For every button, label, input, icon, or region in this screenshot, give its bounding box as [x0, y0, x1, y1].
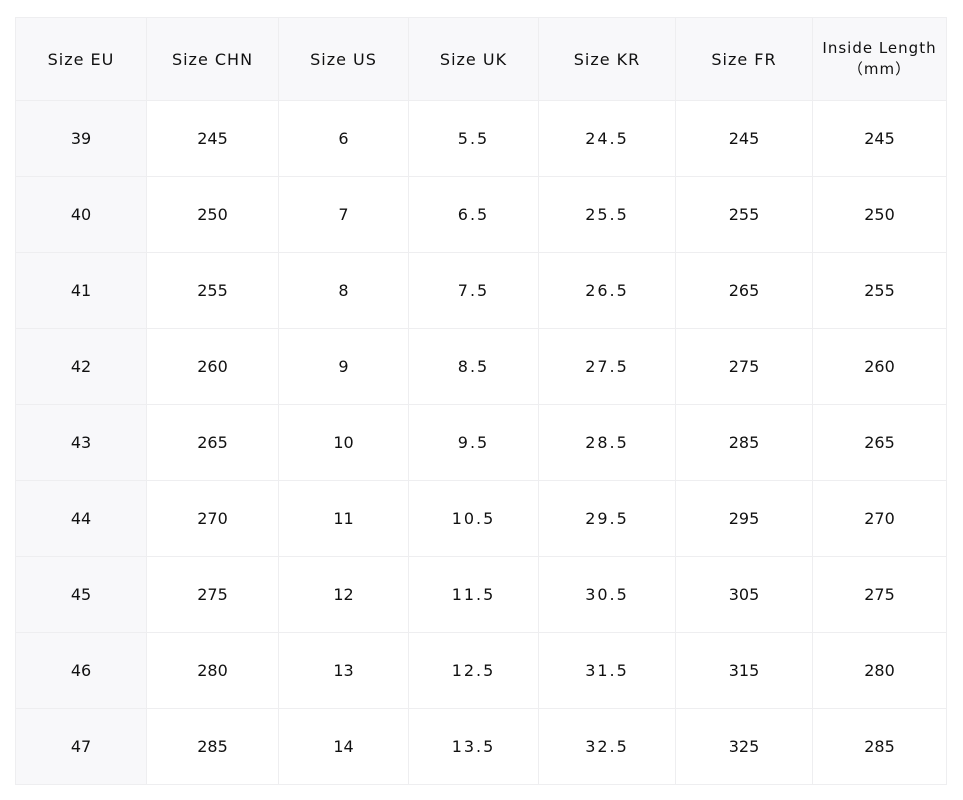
- cell-size-kr: 29.5: [538, 480, 676, 557]
- cell-size-fr: 315: [675, 632, 813, 709]
- size-chart-table: Size EU Size CHN Size US Size UK Size KR…: [15, 17, 947, 785]
- cell-inside-length: 270: [812, 480, 947, 557]
- cell-size-kr: 24.5: [538, 100, 676, 177]
- header-inside-length-unit: （mm）: [847, 60, 912, 78]
- table-row: 39 245 6 5.5 24.5 245 245: [15, 100, 947, 177]
- cell-size-us: 13: [278, 632, 409, 709]
- table-row: 41 255 8 7.5 26.5 265 255: [15, 252, 947, 329]
- cell-size-fr: 255: [675, 176, 813, 253]
- cell-size-chn: 250: [146, 176, 279, 253]
- cell-size-chn: 285: [146, 708, 279, 785]
- header-size-chn: Size CHN: [146, 17, 279, 101]
- cell-size-kr: 26.5: [538, 252, 676, 329]
- cell-size-fr: 305: [675, 556, 813, 633]
- header-row: Size EU Size CHN Size US Size UK Size KR…: [15, 17, 947, 101]
- cell-size-uk: 11.5: [408, 556, 539, 633]
- header-inside-length-label: Inside Length: [822, 39, 937, 57]
- cell-size-us: 14: [278, 708, 409, 785]
- cell-size-us: 11: [278, 480, 409, 557]
- cell-size-eu: 45: [15, 556, 147, 633]
- cell-size-eu: 41: [15, 252, 147, 329]
- cell-size-chn: 275: [146, 556, 279, 633]
- cell-size-eu: 42: [15, 328, 147, 405]
- cell-size-eu: 46: [15, 632, 147, 709]
- cell-size-us: 9: [278, 328, 409, 405]
- cell-size-fr: 325: [675, 708, 813, 785]
- table-row: 40 250 7 6.5 25.5 255 250: [15, 176, 947, 253]
- header-size-kr: Size KR: [538, 17, 676, 101]
- cell-size-uk: 13.5: [408, 708, 539, 785]
- cell-size-chn: 270: [146, 480, 279, 557]
- cell-size-uk: 9.5: [408, 404, 539, 481]
- cell-size-chn: 260: [146, 328, 279, 405]
- header-size-fr: Size FR: [675, 17, 813, 101]
- cell-inside-length: 275: [812, 556, 947, 633]
- cell-size-fr: 265: [675, 252, 813, 329]
- cell-size-uk: 7.5: [408, 252, 539, 329]
- cell-size-eu: 47: [15, 708, 147, 785]
- table-row: 44 270 11 10.5 29.5 295 270: [15, 480, 947, 557]
- cell-inside-length: 250: [812, 176, 947, 253]
- cell-size-us: 6: [278, 100, 409, 177]
- cell-size-kr: 31.5: [538, 632, 676, 709]
- cell-size-us: 7: [278, 176, 409, 253]
- cell-size-kr: 25.5: [538, 176, 676, 253]
- table-row: 42 260 9 8.5 27.5 275 260: [15, 328, 947, 405]
- cell-inside-length: 280: [812, 632, 947, 709]
- table-row: 46 280 13 12.5 31.5 315 280: [15, 632, 947, 709]
- cell-size-fr: 275: [675, 328, 813, 405]
- cell-inside-length: 245: [812, 100, 947, 177]
- cell-size-fr: 295: [675, 480, 813, 557]
- cell-size-kr: 32.5: [538, 708, 676, 785]
- cell-size-us: 10: [278, 404, 409, 481]
- cell-inside-length: 260: [812, 328, 947, 405]
- cell-size-uk: 10.5: [408, 480, 539, 557]
- cell-size-kr: 27.5: [538, 328, 676, 405]
- cell-size-uk: 8.5: [408, 328, 539, 405]
- cell-size-eu: 39: [15, 100, 147, 177]
- cell-inside-length: 255: [812, 252, 947, 329]
- cell-size-chn: 255: [146, 252, 279, 329]
- table-row: 43 265 10 9.5 28.5 285 265: [15, 404, 947, 481]
- cell-size-us: 8: [278, 252, 409, 329]
- cell-size-uk: 5.5: [408, 100, 539, 177]
- cell-inside-length: 265: [812, 404, 947, 481]
- cell-size-chn: 280: [146, 632, 279, 709]
- table-row: 45 275 12 11.5 30.5 305 275: [15, 556, 947, 633]
- cell-size-us: 12: [278, 556, 409, 633]
- cell-size-uk: 6.5: [408, 176, 539, 253]
- cell-size-chn: 265: [146, 404, 279, 481]
- cell-size-kr: 30.5: [538, 556, 676, 633]
- header-size-eu: Size EU: [15, 17, 147, 101]
- header-size-us: Size US: [278, 17, 409, 101]
- header-size-uk: Size UK: [408, 17, 539, 101]
- cell-size-kr: 28.5: [538, 404, 676, 481]
- cell-size-eu: 40: [15, 176, 147, 253]
- cell-size-eu: 43: [15, 404, 147, 481]
- cell-size-eu: 44: [15, 480, 147, 557]
- cell-size-fr: 285: [675, 404, 813, 481]
- cell-size-uk: 12.5: [408, 632, 539, 709]
- table-row: 47 285 14 13.5 32.5 325 285: [15, 708, 947, 785]
- header-inside-length: Inside Length （mm）: [812, 17, 947, 101]
- cell-size-fr: 245: [675, 100, 813, 177]
- cell-inside-length: 285: [812, 708, 947, 785]
- cell-size-chn: 245: [146, 100, 279, 177]
